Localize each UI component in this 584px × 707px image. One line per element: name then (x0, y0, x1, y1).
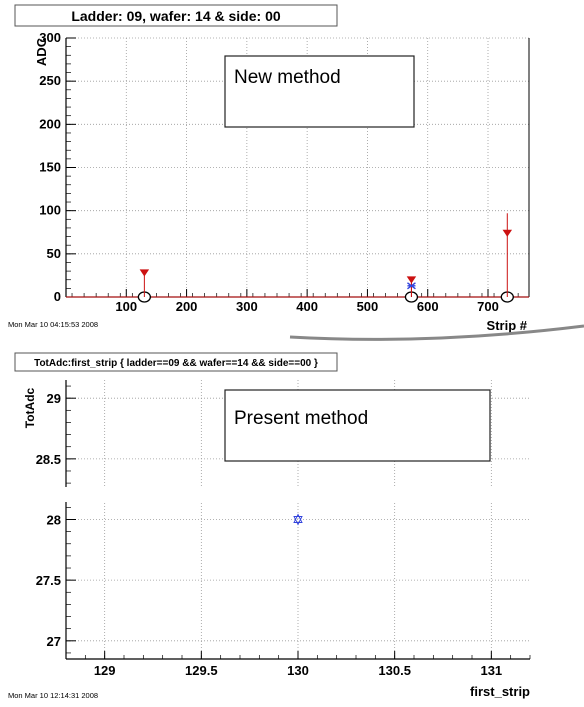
x-tick-label: 400 (296, 299, 318, 314)
y-axis-label: ADC (34, 37, 49, 66)
chart-new-method: Ladder: 09, wafer: 14 & side: 00 100 200 3… (0, 0, 584, 341)
chart-title-box (14, 4, 338, 27)
data-layer (293, 513, 303, 526)
chart-title: Ladder: 09, wafer: 14 & side: 00 (71, 8, 281, 24)
y-tick-label: 29 (47, 391, 61, 406)
y-tick-label: 300 (39, 30, 61, 45)
y-tick-label: 200 (39, 116, 61, 131)
x-tick-label: 131 (480, 663, 502, 678)
y-tick-label: 100 (39, 203, 61, 218)
annotation-text: Present method (234, 408, 368, 429)
y-tick-label: 0 (54, 289, 61, 304)
y-tick-label: 27 (47, 634, 61, 649)
x-axis-label: Strip # (487, 318, 528, 333)
x-tick-label: 129 (94, 663, 116, 678)
y-axis-label: TotAdc (23, 387, 37, 428)
data-point (139, 269, 150, 277)
data-layer (66, 213, 529, 303)
x-tick-label: 300 (236, 299, 258, 314)
data-point (502, 229, 513, 237)
x-tick-label: 500 (357, 299, 379, 314)
x-tick-label: 600 (417, 299, 439, 314)
tick-labels: 100 200 300 400 500 600 700 0 50 100 150 200 250 300 (39, 30, 499, 314)
timestamp: Mon Mar 10 12:14:31 2008 (8, 691, 98, 700)
y-tick-label: 27.5 (36, 573, 61, 588)
timestamp: Mon Mar 10 04:15:53 2008 (8, 320, 98, 329)
chart-title: TotAdc:first_strip { ladder==09 && wafer… (34, 358, 318, 369)
annotation-box (224, 55, 415, 128)
x-tick-label: 100 (115, 299, 137, 314)
x-tick-label: 129.5 (185, 663, 218, 678)
y-tick-label: 28 (47, 513, 61, 528)
chart-title-box (14, 352, 338, 372)
data-point (406, 276, 417, 284)
x-tick-label: 130 (287, 663, 309, 678)
data-point (407, 282, 416, 290)
panel-shadow (289, 324, 584, 341)
chart-present-method: TotAdc:first_strip { ladder==09 && wafer… (0, 352, 584, 700)
annotation-box (224, 389, 491, 462)
x-axis-label: first_strip (470, 684, 530, 699)
tick-labels: 129 129.5 130 130.5 131 27 27.5 28 28.5 29 (36, 391, 502, 678)
y-tick-label: 250 (39, 73, 61, 88)
y-tick-label: 28.5 (36, 452, 61, 467)
y-tick-label: 150 (39, 160, 61, 175)
x-tick-label: 130.5 (378, 663, 411, 678)
x-tick-label: 200 (176, 299, 198, 314)
x-tick-label: 700 (477, 299, 499, 314)
data-point (293, 513, 303, 526)
axes (65, 380, 531, 660)
annotation-text: New method (234, 67, 341, 88)
y-tick-label: 50 (47, 246, 61, 261)
panel-gap (0, 487, 584, 502)
